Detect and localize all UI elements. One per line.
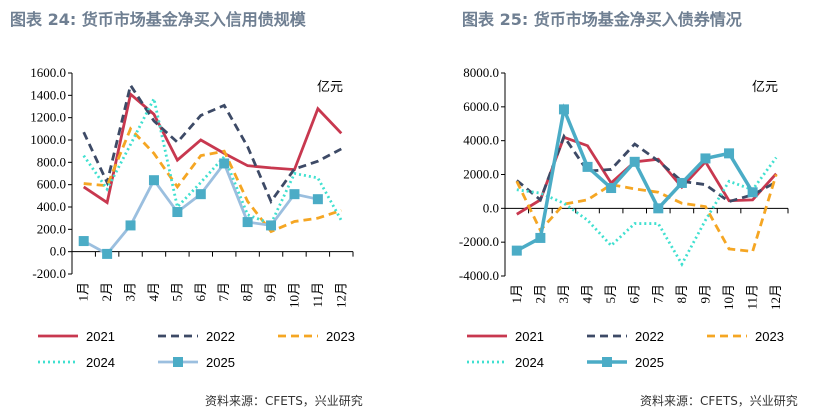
y-tick-label: 0.0 [483,200,499,215]
y-tick-label: 0.0 [50,244,66,259]
x-tick-label: 11月 [745,284,760,310]
legend-label-2025: 2025 [635,355,664,370]
x-tick-label: 11月 [310,282,325,308]
data-point-2025 [558,104,569,115]
data-point-2025 [676,177,687,188]
data-point-2025 [700,153,711,164]
data-point-2025 [606,183,617,194]
data-point-2025 [102,248,113,259]
x-tick-label: 12月 [333,282,348,308]
x-tick-label: 2月 [99,282,114,302]
data-point-2025 [582,161,593,172]
x-tick-label: 3月 [123,282,138,302]
data-point-2025 [289,189,300,200]
x-tick-label: 1月 [76,282,91,302]
y-tick-label: 6000.0 [463,99,499,114]
x-tick-label: 7月 [650,284,665,304]
x-tick-label: 5月 [603,284,618,304]
y-tick-label: 4000.0 [463,133,499,148]
y-tick-label: 1000.0 [30,132,66,147]
x-tick-label: 6月 [193,282,208,302]
source-right: 资料来源：CFETS，兴业研究 [640,394,798,408]
data-point-2025 [78,236,89,247]
y-tick-label: 400.0 [37,199,66,214]
y-tick-label: -2000.0 [459,234,499,249]
series-line-2021 [82,91,343,205]
legend-label-2022: 2022 [635,329,664,344]
x-tick-label: 2月 [532,284,547,304]
data-point-2025 [535,232,546,243]
unit-label: 亿元 [317,79,343,94]
data-point-2025 [172,207,183,218]
data-point-2025 [312,194,323,205]
data-point-2025 [125,220,136,231]
x-tick-label: 1月 [509,284,524,304]
legend-marker-2025 [602,357,612,367]
legend-label-2022: 2022 [206,329,235,344]
data-point-2025 [266,220,277,231]
legend-label-2023: 2023 [755,329,784,344]
data-point-2025 [148,175,159,186]
series-line-2024 [516,156,778,268]
series-line-2023 [83,126,342,234]
y-tick-label: 800.0 [37,154,66,169]
chart-title-right: 图表 25: 货币市场基金净买入债券情况 [462,10,742,29]
series-line-2023 [515,174,778,253]
x-tick-label: 7月 [216,282,231,302]
data-point-2025 [511,245,522,256]
data-point-2025 [653,203,664,214]
series-line-2022 [515,133,777,204]
chart-title-left: 图表 24: 货币市场基金净买入信用债规模 [10,10,306,29]
x-tick-label: 5月 [169,282,184,302]
legend-label-2021: 2021 [515,329,544,344]
x-tick-label: 9月 [263,282,278,302]
data-point-2025 [629,156,640,167]
x-tick-label: 8月 [240,282,255,302]
y-tick-label: 2000.0 [463,167,499,182]
x-tick-label: 9月 [697,284,712,304]
y-tick-label: 1600.0 [30,65,66,80]
legend-label-2021: 2021 [86,329,115,344]
y-tick-label: -4000.0 [459,268,499,283]
x-tick-label: 3月 [556,284,571,304]
x-tick-label: 12月 [768,284,783,310]
x-tick-label: 4月 [146,282,161,302]
data-point-2025 [724,148,735,159]
legend-label-2024: 2024 [515,355,544,370]
x-tick-label: 6月 [627,284,642,304]
x-tick-label: 10月 [286,282,301,308]
y-tick-label: 1200.0 [30,110,66,125]
legend-marker-2025 [173,357,183,367]
legend-label-2024: 2024 [86,355,115,370]
y-tick-label: 600.0 [37,177,66,192]
unit-label: 亿元 [752,79,778,94]
x-tick-label: 4月 [580,284,595,304]
y-tick-label: 1400.0 [30,87,66,102]
source-left: 资料来源：CFETS，兴业研究 [205,394,363,408]
y-tick-label: 200.0 [37,221,66,236]
x-tick-label: 8月 [674,284,689,304]
series-line-2025 [83,160,319,256]
data-point-2025 [219,158,230,169]
data-point-2025 [242,217,253,228]
y-tick-label: 8000.0 [463,65,499,80]
data-point-2025 [195,189,206,200]
y-tick-label: -200.0 [32,266,66,281]
x-tick-label: 10月 [721,284,736,310]
legend-label-2025: 2025 [206,355,235,370]
series-line-2022 [82,81,342,205]
legend-label-2023: 2023 [326,329,355,344]
data-point-2025 [747,187,758,198]
